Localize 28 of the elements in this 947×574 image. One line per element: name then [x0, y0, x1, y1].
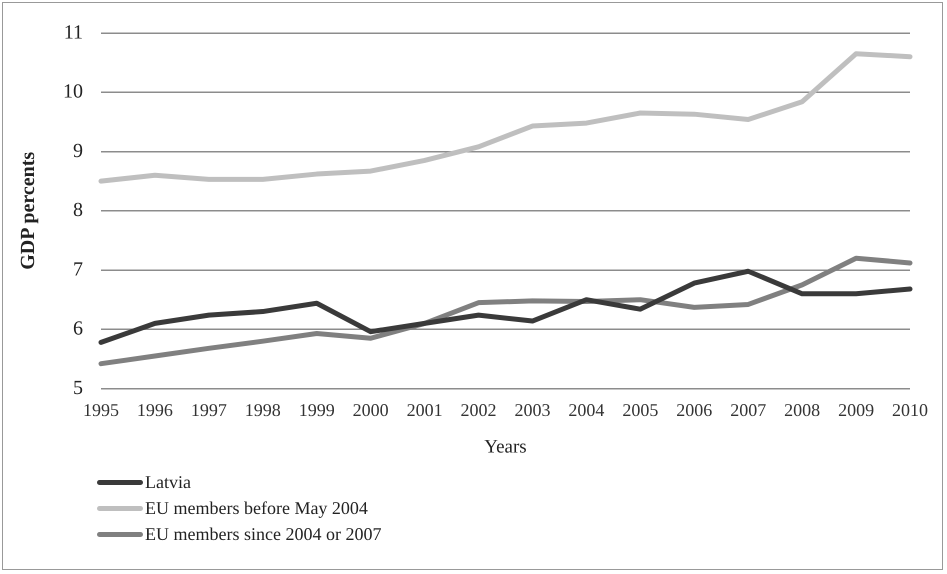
legend-label: EU members since 2004 or 2007 — [145, 524, 382, 544]
x-tick-label: 1996 — [136, 400, 173, 420]
x-tick-label: 2001 — [406, 400, 443, 420]
x-tick-label: 1998 — [244, 400, 281, 420]
y-tick-label: 6 — [73, 318, 83, 340]
y-tick-label: 11 — [64, 21, 83, 44]
x-tick-label: 2005 — [622, 400, 658, 420]
x-tick-label: 2003 — [514, 400, 550, 420]
x-tick-label: 1995 — [83, 400, 119, 420]
x-tick-label: 2009 — [838, 400, 874, 420]
x-tick-label: 2000 — [352, 400, 389, 420]
legend-label: Latvia — [145, 472, 191, 492]
y-axis-title: GDP percents — [17, 152, 40, 270]
x-tick-label: 2008 — [784, 400, 820, 420]
y-tick-label: 5 — [73, 376, 83, 399]
y-tick-label: 7 — [73, 258, 83, 280]
x-tick-label: 1997 — [190, 400, 227, 420]
x-tick-label: 2007 — [730, 400, 766, 420]
x-tick-label: 2002 — [460, 400, 497, 420]
x-axis-title: Years — [484, 436, 527, 458]
y-tick-label: 10 — [63, 80, 83, 103]
y-tick-label: 9 — [73, 140, 83, 162]
x-tick-label: 2004 — [568, 400, 604, 420]
y-tick-label: 8 — [73, 199, 83, 222]
legend-label: EU members before May 2004 — [145, 498, 368, 518]
x-tick-label: 2010 — [892, 400, 928, 420]
x-tick-label: 1999 — [298, 400, 335, 420]
x-tick-label: 2006 — [676, 400, 712, 420]
